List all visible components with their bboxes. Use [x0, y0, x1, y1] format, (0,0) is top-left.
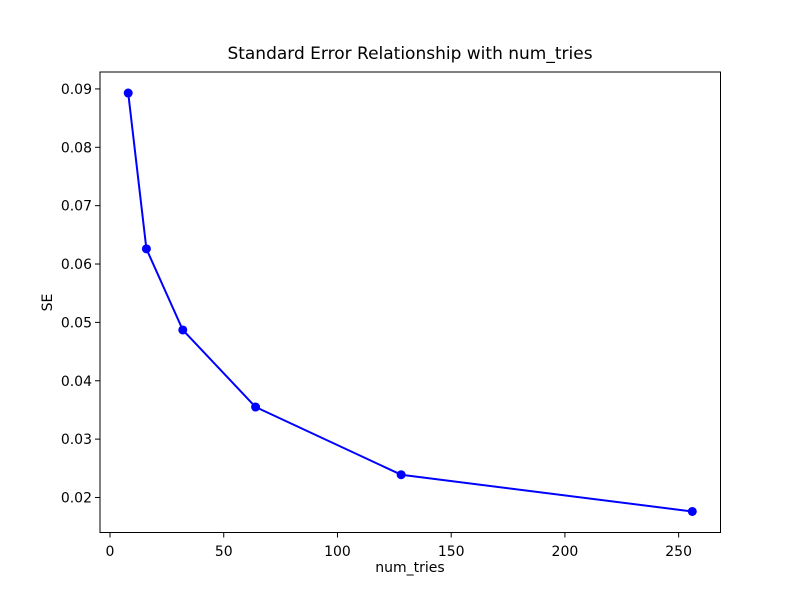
y-tick-label: 0.06	[61, 257, 92, 273]
y-tick-label: 0.08	[61, 140, 92, 156]
plot-layer: 0 50 100 150 200 250 0.02 0.03 0.04 0.05 0.06 0.07 0…	[61, 71, 721, 560]
y-tick-label: 0.05	[61, 315, 92, 331]
x-tick-label: 50	[215, 544, 233, 560]
data-point	[396, 470, 406, 480]
x-tick-label: 150	[438, 544, 465, 560]
plot-area	[99, 71, 721, 533]
y-tick-label: 0.04	[61, 374, 92, 390]
y-axis-label: SE	[40, 294, 56, 312]
data-point	[178, 325, 188, 335]
x-tick-label: 0	[106, 544, 115, 560]
y-tick-label: 0.02	[61, 490, 92, 506]
y-tick-label: 0.03	[61, 432, 92, 448]
y-tick-label: 0.07	[61, 199, 92, 215]
x-tick-label: 100	[324, 544, 351, 560]
x-tick-label: 250	[665, 544, 692, 560]
data-point	[123, 88, 133, 98]
chart-title: Standard Error Relationship with num_tri…	[227, 44, 592, 64]
y-tick-label: 0.09	[61, 82, 92, 98]
x-tick-label: 200	[552, 544, 579, 560]
data-point	[687, 506, 697, 516]
data-point	[141, 244, 151, 254]
x-axis-label: num_tries	[375, 560, 444, 576]
data-point	[251, 402, 261, 412]
data-line	[127, 92, 694, 513]
